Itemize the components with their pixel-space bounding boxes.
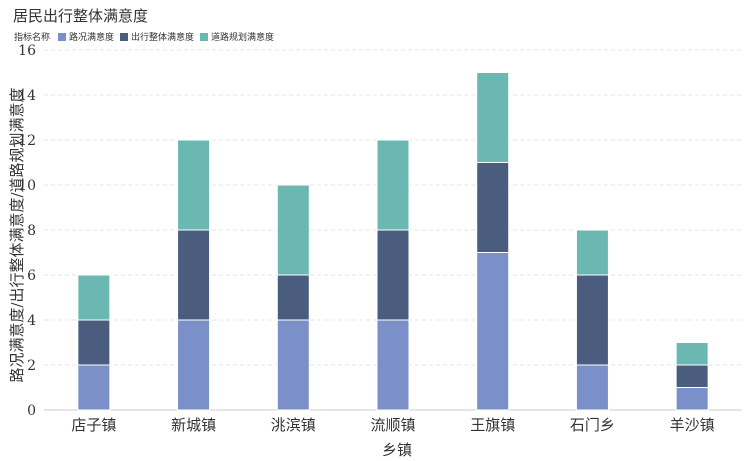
y-axis-title: 路况满意度/出行整体满意度/道路规划满意度 xyxy=(8,87,26,382)
bar-segment xyxy=(575,364,609,411)
legend-item-travel[interactable]: 出行整体满意度 xyxy=(120,30,194,43)
legend-swatch-road xyxy=(58,32,67,41)
y-tick-label: 6 xyxy=(27,268,36,284)
y-tick-label: 10 xyxy=(18,178,36,194)
x-tick-label: 流顺镇 xyxy=(370,416,415,434)
bar-segment xyxy=(276,184,310,276)
legend-item-road[interactable]: 路况满意度 xyxy=(58,30,114,43)
bar-segment xyxy=(177,139,211,231)
bar-segment xyxy=(575,229,609,276)
legend-label-road: 路况满意度 xyxy=(69,33,115,43)
y-tick-label: 2 xyxy=(27,358,36,374)
x-tick-label: 石门乡 xyxy=(570,416,615,434)
y-tick-label: 0 xyxy=(27,403,36,419)
bar-segment xyxy=(675,342,709,366)
legend-swatch-planning xyxy=(200,32,209,41)
bar-segment xyxy=(77,274,111,321)
bar-segment xyxy=(376,139,410,231)
bar-segment xyxy=(77,319,111,366)
legend-item-planning[interactable]: 道路规划满意度 xyxy=(200,30,274,43)
y-tick-label: 8 xyxy=(27,223,36,239)
x-tick-label: 店子镇 xyxy=(71,416,116,434)
x-tick-label: 王旗镇 xyxy=(470,416,515,434)
y-tick-label: 4 xyxy=(27,313,36,329)
bar-segment xyxy=(177,229,211,321)
bar-segment xyxy=(376,229,410,321)
y-tick-label: 12 xyxy=(18,133,36,149)
bar-segment xyxy=(476,72,510,163)
bar-segment xyxy=(77,364,111,411)
x-axis-title: 乡镇 xyxy=(382,441,412,459)
bar-segment xyxy=(376,319,410,411)
y-tick-label: 14 xyxy=(18,88,36,104)
bar-segment xyxy=(177,319,211,411)
bar-segment xyxy=(276,274,310,321)
bar-segment xyxy=(675,387,709,411)
bar-segment xyxy=(476,162,510,253)
x-tick-label: 羊沙镇 xyxy=(670,416,715,434)
bar-segment xyxy=(276,319,310,411)
legend-label-travel: 出行整体满意度 xyxy=(131,33,195,43)
legend-label-planning: 道路规划满意度 xyxy=(211,33,275,43)
bar-segment xyxy=(575,274,609,366)
x-tick-label: 洮滨镇 xyxy=(271,416,316,434)
bar-segment xyxy=(476,252,510,411)
chart-title: 居民出行整体满意度 xyxy=(13,7,149,25)
legend-title: 指标名称 xyxy=(14,33,51,43)
y-tick-label: 16 xyxy=(18,43,36,59)
legend-swatch-travel xyxy=(120,32,129,41)
bar-segment xyxy=(675,364,709,388)
legend: 指标名称 路况满意度 出行整体满意度 道路规划满意度 xyxy=(14,30,280,43)
x-tick-label: 新城镇 xyxy=(171,416,216,434)
